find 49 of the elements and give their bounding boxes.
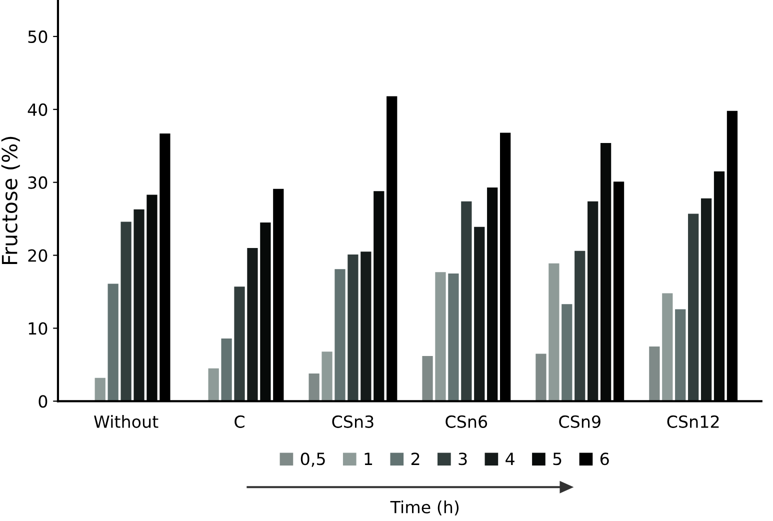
x-tick-label: CSn9: [559, 415, 600, 428]
bar: [221, 338, 232, 402]
bar: [322, 352, 332, 402]
bar: [700, 198, 712, 402]
x-tick-label: CSn12: [667, 415, 719, 428]
legend-label: 6: [600, 452, 609, 466]
bar: [120, 222, 132, 402]
bar: [422, 356, 433, 402]
bar: [134, 209, 144, 402]
bar: [461, 201, 472, 402]
bar: [548, 263, 560, 402]
x-tick-label: Without: [94, 415, 158, 428]
legend-label: 0,5: [300, 452, 325, 467]
bar: [234, 286, 245, 402]
bar: [448, 274, 459, 402]
bar: [435, 272, 446, 402]
bar: [474, 226, 485, 402]
bar: [308, 373, 320, 402]
legend-label: 5: [553, 452, 562, 466]
y-tick-label: 20: [28, 249, 48, 262]
bar: [562, 304, 572, 402]
bar: [574, 250, 586, 402]
y-tick-label: 40: [28, 103, 48, 116]
bar: [348, 254, 358, 402]
y-tick-label: 30: [28, 176, 48, 189]
bar: [360, 252, 372, 402]
bar: [208, 368, 219, 402]
bar: [588, 201, 598, 402]
legend-label: 2: [411, 452, 420, 465]
bar: [247, 248, 258, 402]
legend-label: 4: [506, 452, 514, 465]
bar: [108, 284, 118, 402]
bar: [675, 309, 686, 402]
legend-label: 3: [458, 452, 467, 466]
y-tick-label: 50: [28, 30, 48, 44]
x-tick-label: CSn3: [332, 415, 374, 428]
bar: [688, 214, 699, 402]
x-tick-label: CSn6: [446, 415, 488, 428]
x-tick-label: C: [234, 415, 244, 428]
y-axis-title: Fructose (%): [1, 136, 20, 264]
bar: [94, 378, 106, 402]
legend-title: Time (h): [390, 500, 459, 516]
y-tick-label: 0: [38, 395, 48, 408]
y-tick-label: 10: [28, 322, 48, 335]
bar: [536, 354, 546, 402]
bar: [662, 293, 673, 402]
legend-label: 1: [364, 452, 372, 465]
bar: [649, 346, 660, 402]
bar: [334, 269, 346, 402]
